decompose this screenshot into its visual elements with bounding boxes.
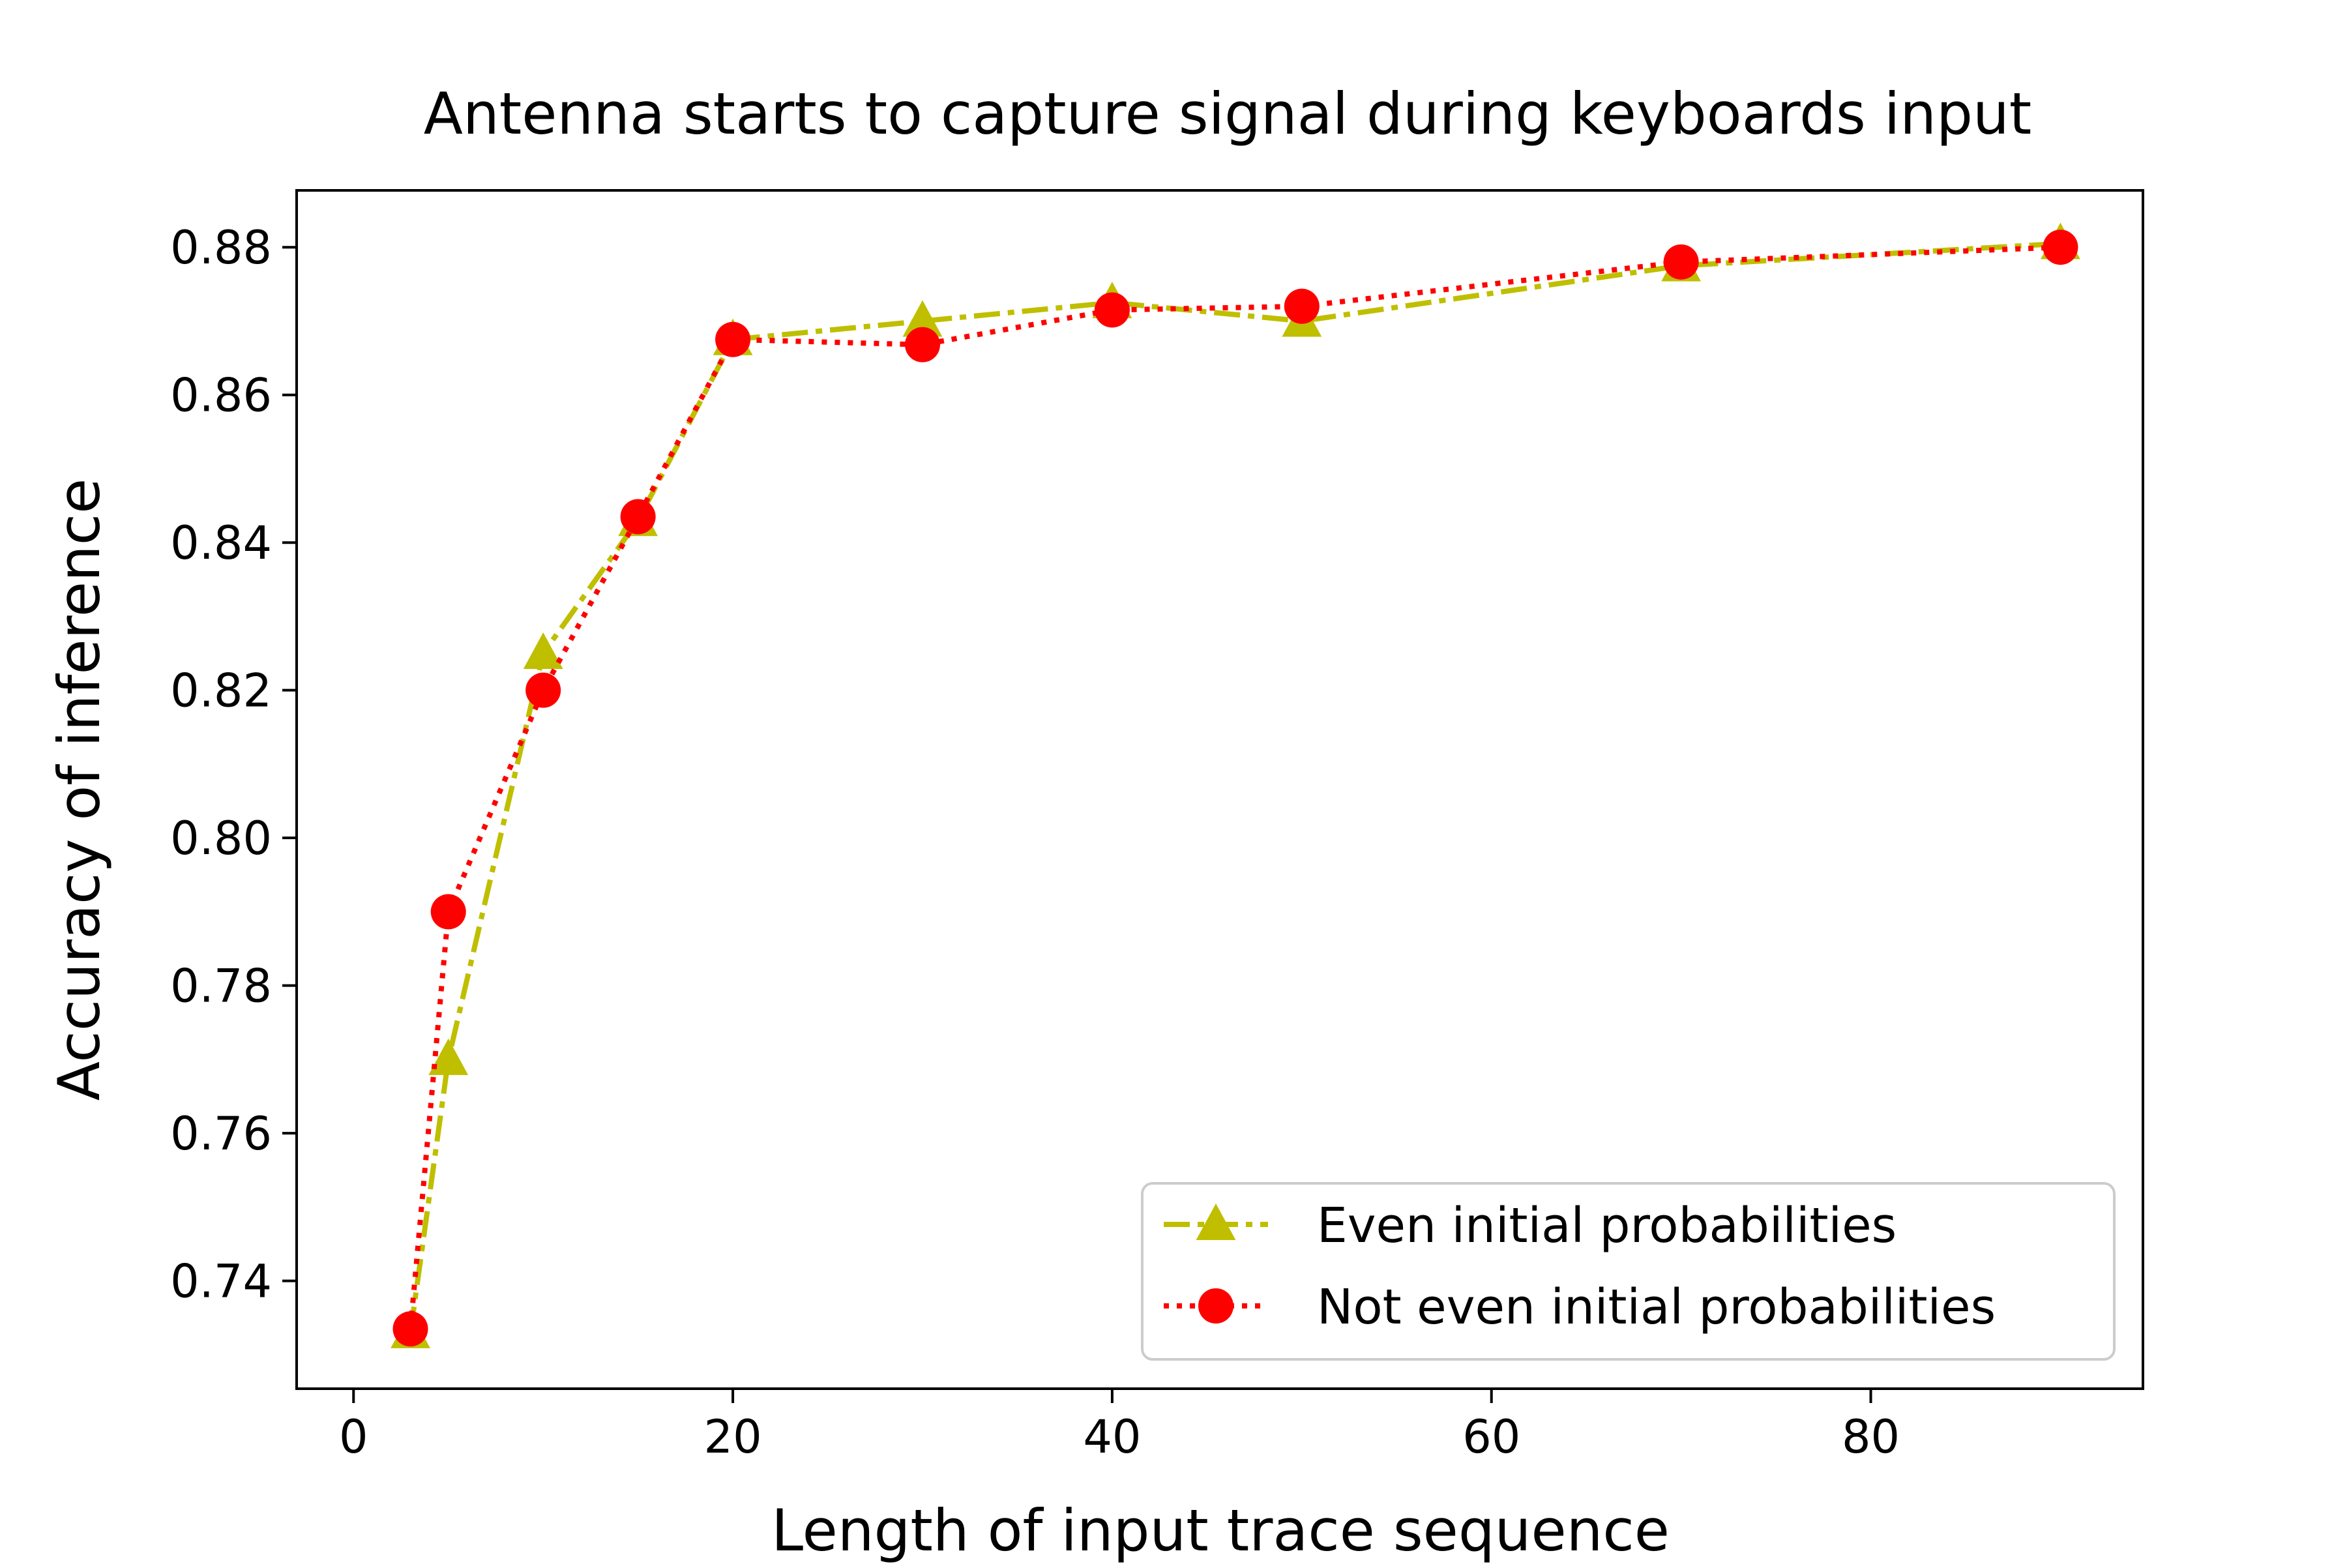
data-point-circle <box>1284 288 1320 324</box>
y-tick-label: 0.76 <box>170 1107 272 1161</box>
y-tick-label: 0.88 <box>170 221 272 274</box>
legend: Even initial probabilities Not even initi… <box>1141 1182 2116 1361</box>
data-point-circle <box>392 1311 428 1347</box>
legend-circle-marker <box>1198 1288 1233 1324</box>
data-point-triangle <box>523 632 563 670</box>
x-tick-label: 60 <box>1462 1410 1520 1464</box>
y-tick-label: 0.84 <box>170 516 272 570</box>
data-point-circle <box>2043 229 2078 265</box>
data-point-circle <box>1094 292 1130 328</box>
y-axis-label: Accuracy of inference <box>46 479 113 1101</box>
x-axis-label: Length of input trace sequence <box>771 1497 1670 1564</box>
data-point-triangle <box>428 1038 469 1075</box>
data-point-circle <box>905 327 940 362</box>
legend-label: Even initial probabilities <box>1317 1198 1897 1254</box>
y-tick-label: 0.86 <box>170 369 272 422</box>
legend-triangle-marker <box>1196 1204 1236 1240</box>
legend-label: Not even initial probabilities <box>1317 1279 1996 1335</box>
y-tick-label: 0.78 <box>170 960 272 1013</box>
data-point-circle <box>1663 244 1699 280</box>
y-tick-label: 0.80 <box>170 812 272 865</box>
data-point-triangle <box>902 300 943 337</box>
x-tick-label: 20 <box>704 1410 762 1464</box>
series-2 <box>392 229 2078 1347</box>
y-tick-label: 0.82 <box>170 664 272 718</box>
data-point-circle <box>430 894 466 930</box>
chart-title: Antenna starts to capture signal during … <box>424 80 2031 147</box>
legend-entry: Not even initial probabilities <box>1164 1279 1996 1335</box>
data-point-circle <box>620 499 656 535</box>
y-axis-ticks: 0.74 0.76 0.78 0.80 0.82 0.84 0.86 0.88 <box>170 221 297 1309</box>
x-tick-label: 80 <box>1842 1410 1900 1464</box>
series-line <box>407 241 2061 1333</box>
x-tick-label: 0 <box>339 1410 368 1464</box>
series-layer <box>391 222 2080 1348</box>
data-point-circle <box>715 321 751 357</box>
legend-entry: Even initial probabilities <box>1164 1198 1897 1254</box>
legend-entries: Even initial probabilities Not even initi… <box>1164 1198 1996 1335</box>
y-tick-label: 0.74 <box>170 1255 272 1309</box>
x-axis-ticks: 0 20 40 60 80 <box>339 1389 1900 1464</box>
plot-area-frame <box>295 189 2144 1390</box>
x-tick-label: 40 <box>1083 1410 1141 1464</box>
legend-box <box>1141 1182 2116 1361</box>
data-point-circle <box>525 672 561 708</box>
series-line <box>407 244 2061 1329</box>
